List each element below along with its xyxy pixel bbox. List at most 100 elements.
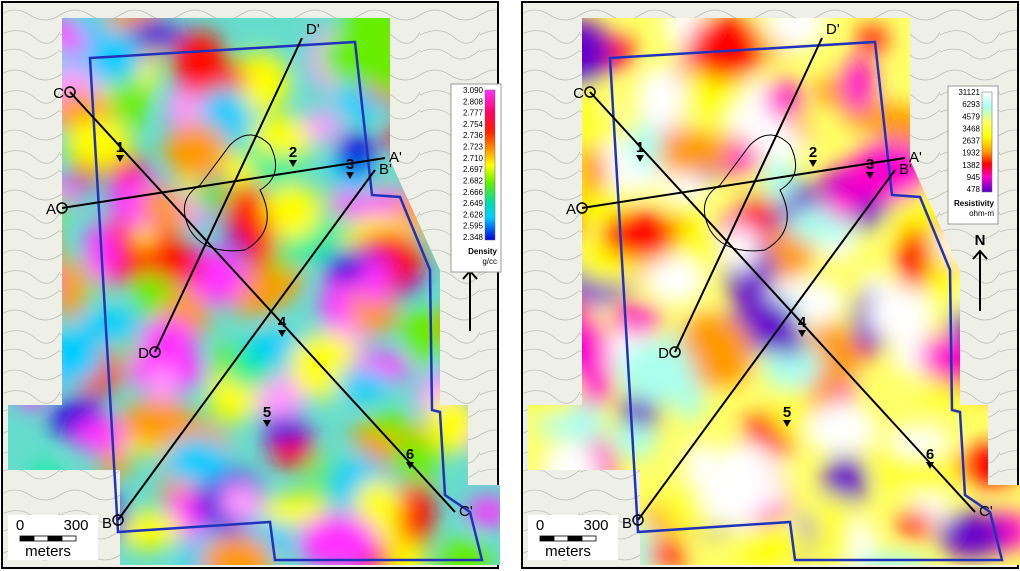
station-marker	[866, 172, 874, 179]
legend-value: 2.649	[463, 199, 484, 208]
profile-label: D	[138, 345, 149, 362]
profile-label: A	[566, 201, 576, 218]
anomaly	[687, 18, 764, 81]
station-label: 5	[263, 404, 271, 421]
legend-value: 478	[967, 185, 981, 194]
station-marker	[406, 462, 414, 469]
anomaly	[395, 481, 435, 545]
anomaly	[841, 57, 875, 113]
anomaly	[771, 381, 818, 440]
anomaly	[627, 122, 663, 171]
station-label: 3	[346, 156, 354, 173]
outline	[183, 134, 277, 252]
anomaly	[610, 304, 662, 335]
legend-value: 2.808	[463, 97, 484, 106]
anomaly	[76, 309, 147, 341]
legend-unit: g/cc	[482, 257, 497, 266]
legend-value: 945	[967, 173, 981, 182]
profile-end	[576, 202, 588, 214]
station-label: 4	[278, 314, 287, 331]
anomaly	[687, 315, 752, 382]
legend-value: 2.736	[463, 131, 484, 140]
scale-unit: meters	[545, 543, 591, 560]
profile-label: D	[658, 345, 669, 362]
anomaly	[245, 212, 276, 275]
anomaly	[110, 77, 149, 127]
station-label: 6	[406, 446, 414, 463]
profile-line	[589, 91, 976, 513]
anomaly	[260, 494, 329, 526]
scale-segment	[581, 535, 597, 542]
legend-value: 6293	[962, 100, 980, 109]
station-label: 1	[116, 139, 124, 156]
anomaly	[359, 256, 391, 306]
anomaly	[602, 210, 678, 260]
scale-unit: meters	[25, 543, 71, 560]
anomaly	[119, 399, 196, 445]
anomaly	[303, 110, 342, 142]
profile-label: D'	[306, 21, 320, 38]
anomaly	[752, 129, 807, 163]
legend-value: 2.628	[463, 210, 484, 219]
anomaly	[467, 496, 500, 528]
profile-label: A'	[389, 149, 402, 166]
anomaly	[200, 534, 274, 565]
profile-label: D'	[826, 21, 840, 38]
legend-value: 2.666	[463, 188, 484, 197]
anomaly	[763, 18, 828, 47]
station-marker	[783, 420, 791, 427]
north-label: N	[975, 232, 986, 249]
station-label: 1	[636, 139, 644, 156]
legend-value: 4579	[962, 112, 980, 121]
anomaly	[636, 66, 685, 133]
station-label: 2	[809, 144, 817, 161]
legend-value: 2.710	[463, 154, 484, 163]
anomaly	[740, 196, 777, 230]
anomaly	[439, 537, 490, 565]
legend-colorbar	[981, 91, 993, 193]
anomaly	[606, 36, 635, 70]
legend-value: 2.754	[463, 120, 484, 129]
anomaly	[652, 131, 733, 175]
legend-value: 2.348	[463, 233, 484, 242]
anomaly	[938, 512, 1006, 558]
anomaly	[812, 529, 853, 565]
survey-boundary	[608, 40, 1004, 562]
legend-unit: ohm-m	[969, 209, 994, 218]
anomaly	[298, 513, 378, 565]
anomaly	[646, 256, 705, 304]
anomaly	[867, 285, 934, 342]
anomaly	[857, 26, 888, 53]
anomaly	[807, 402, 876, 456]
scale-segment	[33, 535, 49, 542]
anomaly-blobs	[8, 18, 500, 565]
anomaly	[920, 334, 972, 379]
station-marker	[263, 420, 271, 427]
profile-end	[584, 86, 596, 98]
anomaly	[403, 305, 445, 365]
profile-label: B'	[899, 161, 912, 178]
scale-segment	[539, 535, 555, 542]
anomaly	[905, 445, 960, 496]
anomaly	[426, 392, 478, 455]
profile-end	[64, 86, 76, 98]
station-label: 4	[798, 314, 807, 331]
profile-line	[61, 157, 386, 209]
anomaly	[647, 541, 685, 565]
anomaly	[319, 287, 351, 327]
profile-end	[632, 514, 644, 526]
legend-value: 2637	[962, 137, 980, 146]
station-label: 6	[926, 446, 934, 463]
profile-label: C	[573, 85, 584, 102]
profile-label: C	[53, 85, 64, 102]
profile-label: C'	[979, 503, 993, 520]
anomaly	[734, 525, 812, 564]
anomaly	[134, 271, 165, 323]
legend-value: 2.682	[463, 176, 484, 185]
scale-segment	[553, 535, 569, 542]
legend-value: 31121	[958, 88, 980, 97]
survey-boundary	[88, 40, 484, 562]
profile-line	[674, 37, 823, 353]
profile-label: B	[622, 515, 632, 532]
map-panel: AA'BB'CC'DD'123456N0300meters3.0902.8082…	[1, 1, 502, 569]
